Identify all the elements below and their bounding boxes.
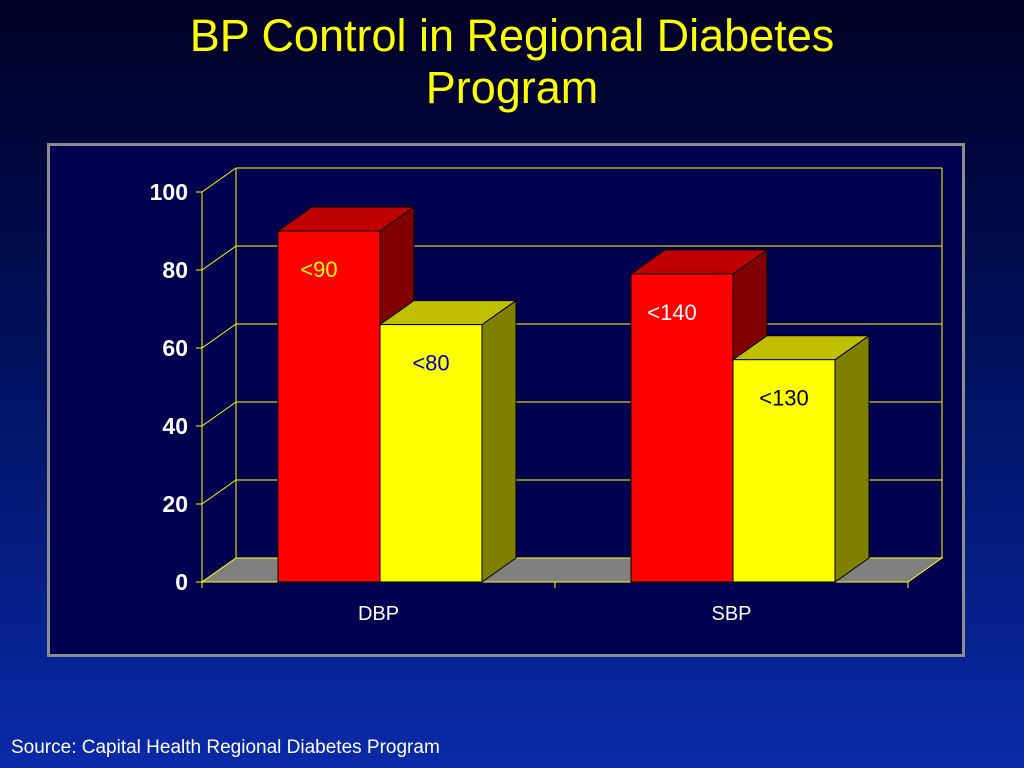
gridline-side	[201, 323, 237, 349]
gridline-side	[201, 401, 237, 427]
bar-label-dbp-0: <90	[300, 257, 337, 282]
bar-sbp-0	[630, 273, 734, 583]
chart-frame: 0 20 40 60 80 100 % at targ DBP SBP <90 <80 <140 <13…	[47, 143, 965, 657]
y-tick-label: 100	[150, 179, 188, 205]
source-note: Source: Capital Health Regional Diabetes…	[11, 737, 440, 758]
bar-sbp-1	[732, 359, 836, 583]
bar-side-sbp-1	[834, 334, 870, 583]
category-label-dbp: DBP	[358, 603, 399, 625]
bar-dbp-0	[277, 230, 381, 583]
y-axis-title: % at targ	[87, 346, 114, 442]
bar-label-sbp-0: <140	[647, 300, 697, 325]
gridline-side	[201, 167, 237, 193]
bar-side-dbp-1	[481, 299, 517, 583]
bar-label-sbp-1: <130	[759, 386, 809, 411]
y-tick-label: 0	[175, 569, 188, 595]
category-label-sbp: SBP	[711, 603, 751, 625]
y-tick-label: 20	[162, 491, 188, 517]
slide-title-line-1: BP Control in Regional Diabetes	[189, 10, 835, 61]
gridline-side	[201, 479, 237, 505]
bar-label-dbp-1: <80	[412, 351, 449, 376]
y-tick-label: 40	[162, 413, 188, 439]
bar-dbp-1	[379, 324, 483, 583]
y-tick-label: 80	[162, 257, 188, 283]
gridline-side	[201, 245, 237, 271]
slide-title-line-2: Program	[425, 62, 599, 113]
y-tick-label: 60	[162, 335, 188, 361]
slide-title: BP Control in Regional Diabetes Program	[0, 10, 1024, 114]
bar-chart: 0 20 40 60 80 100 % at targ DBP SBP <90 <80 <140 <13…	[87, 167, 944, 625]
